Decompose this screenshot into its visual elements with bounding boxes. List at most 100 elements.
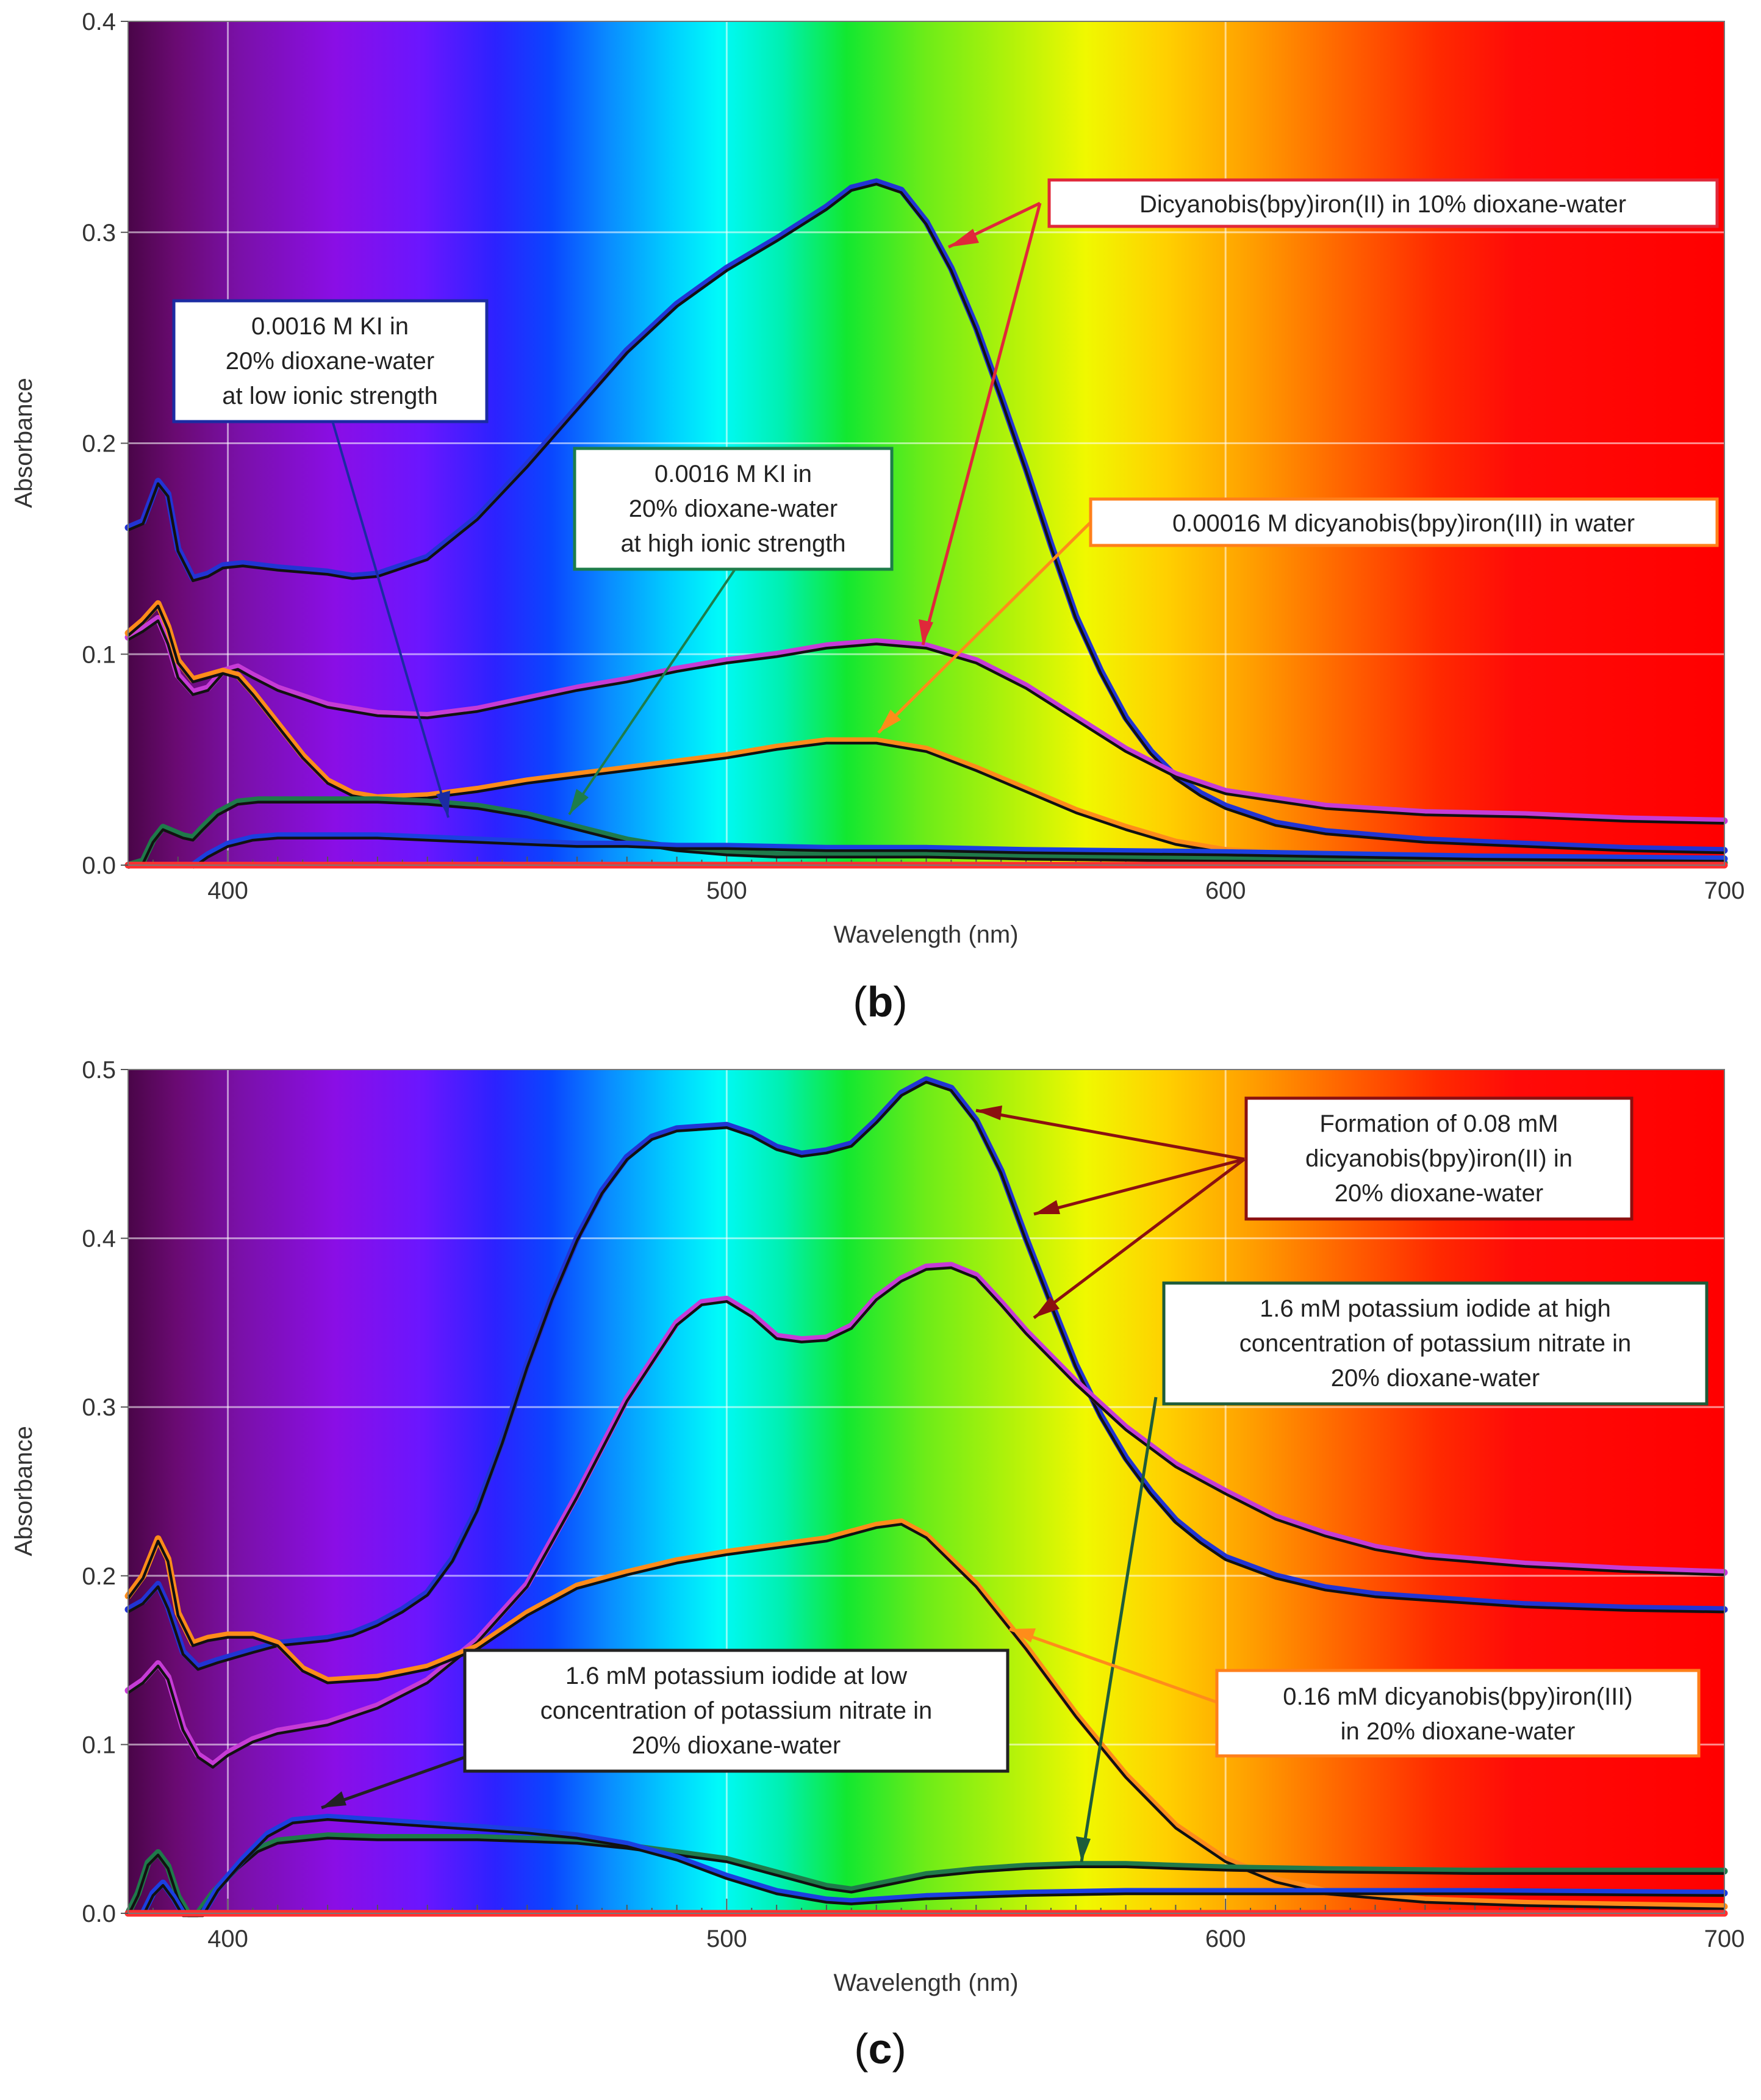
arrowhead-ki-high [569,789,589,814]
annotation-box [463,1649,1010,1773]
annotation-line: 0.16 mM dicyanobis(bpy)iron(III) [1283,1683,1633,1710]
series-line [124,796,1728,869]
annotation-line: concentration of potassium nitrate in [540,1697,933,1724]
annotation-line: 0.0016 M KI in [251,313,409,340]
annotation-fe3-20pct: 0.16 mM dicyanobis(bpy)iron(III) in 20% … [1215,1669,1701,1758]
series-line [124,600,1728,866]
series-2 [124,600,1728,867]
annotation-line: Formation of 0.08 mM [1319,1110,1558,1137]
x-tick-label: 700 [1704,1926,1745,1952]
annotation-text: Dicyanobis(bpy)iron(II) in 10% dioxane-w… [1139,191,1626,218]
x-tick-label: 500 [706,1926,747,1952]
axes: 400 500 600 700 0.0 0.1 0.2 0.3 0.4 0.5 [82,1057,1745,1952]
annotation-box [1244,1096,1634,1221]
series-line [189,832,1728,869]
annotation-fe3-water: 0.00016 M dicyanobis(bpy)iron(III) in wa… [1089,497,1719,547]
annotation-line: at high ionic strength [620,530,845,557]
annotation-ki-low-nitrate: 1.6 mM potassium iodide at low concentra… [463,1649,1010,1773]
series-1 [124,615,1728,825]
arrowhead-fe2-high [949,229,979,247]
svg-text:(b): (b) [853,978,907,1026]
panel-label-letter: b [867,978,894,1026]
arrow-fe2-formation-2 [1033,1157,1245,1216]
annotation-box [1215,1669,1701,1758]
annotation-text: 0.00016 M dicyanobis(bpy)iron(III) in wa… [1172,510,1635,537]
panel-label-letter: c [869,2025,892,2073]
arrowhead-fe2-formation-3 [1034,1296,1060,1318]
arrowhead-ki-low-nitrate [321,1791,346,1808]
x-tick-label: 500 [706,877,747,904]
arrow-fe2-formation-1 [975,1109,1245,1161]
series-line-overlay [127,182,1725,855]
y-axis-label: Absorbance [10,1426,37,1556]
series-0 [124,1076,1728,1671]
annotation-line: 20% dioxane-water [629,495,837,522]
series-line [124,1262,1728,1769]
series-line-overlay [127,619,1725,825]
x-axis-label: Wavelength (nm) [833,1969,1018,1996]
annotation-ki-low-ionic: 0.0016 M KI in 20% dioxane-water at low … [172,299,489,423]
y-tick-label: 0.2 [82,431,116,458]
annotation-line: 20% dioxane-water [1335,1180,1543,1207]
series-line [124,178,1728,854]
annotation-box [1162,1281,1709,1406]
y-tick-label: 0.3 [82,1394,116,1421]
series-3 [124,796,1728,869]
annotation-fe2-formation: Formation of 0.08 mM dicyanobis(bpy)iron… [1244,1096,1634,1221]
annotation-ki-high-ionic: 0.0016 M KI in 20% dioxane-water at high… [573,447,894,571]
annotation-line: in 20% dioxane-water [1341,1718,1576,1745]
svg-text:(c): (c) [854,2025,906,2073]
annotation-ki-high-nitrate: 1.6 mM potassium iodide at high concentr… [1162,1281,1709,1406]
series-line [124,1518,1728,1910]
x-tick-label: 600 [1205,877,1246,904]
x-tick-label: 700 [1704,877,1745,904]
series-0 [124,178,1728,855]
axes: 400 500 600 700 0.0 0.1 0.2 0.3 0.4 [82,9,1745,904]
annotation-arrows [321,1106,1246,1863]
y-tick-label: 0.3 [82,220,116,246]
series-line [124,615,1728,824]
grid [128,21,1724,865]
series-4 [189,832,1728,869]
y-tick-label: 0.1 [82,641,116,668]
panel-label: (b) [853,978,907,1026]
panel-b: 400 500 600 700 0.0 0.1 0.2 0.3 0.4 Wavelength (… [10,9,1745,1026]
arrowhead-fe3 [878,710,901,733]
y-tick-label: 0.2 [82,1563,116,1590]
series-line-overlay [127,1266,1725,1769]
panel-c: 400 500 600 700 0.0 0.1 0.2 0.3 0.4 0.5 Wavelengt… [10,1057,1745,2073]
arrowhead-fe2-low [919,619,933,645]
arrow-ki-high [568,568,736,816]
arrow-fe3-to-curve [877,522,1091,734]
series-line-overlay [127,800,1725,869]
arrowhead-ki-low [436,791,450,818]
series-2 [124,1518,1728,1911]
annotation-line: 1.6 mM potassium iodide at low [565,1663,907,1689]
y-tick-label: 0.4 [82,1226,116,1253]
series-line-overlay [127,1081,1725,1671]
annotation-line: concentration of potassium nitrate in [1239,1330,1632,1357]
arrow-fe2-formation-3 [1033,1158,1246,1319]
series-line-overlay [192,836,1725,869]
series-1 [124,1262,1728,1769]
annotation-line: 20% dioxane-water [632,1732,841,1759]
annotation-box [172,299,489,423]
x-tick-label: 600 [1205,1926,1246,1952]
annotation-line: 20% dioxane-water [1331,1365,1540,1392]
plot-frame [127,1069,1725,1914]
arrow-fe2-to-curve-low [921,203,1042,645]
y-tick-label: 0.1 [82,1731,116,1758]
annotation-box [573,447,894,571]
annotation-line: 1.6 mM potassium iodide at high [1260,1295,1611,1322]
y-tick-label: 0.0 [82,1900,116,1927]
annotation-arrows [331,201,1091,818]
y-tick-label: 0.4 [82,9,116,35]
y-tick-label: 0.0 [82,852,116,879]
arrow-ki-high-nitrate [1080,1397,1158,1863]
series-line-overlay [127,605,1725,867]
series-line [124,1076,1728,1670]
arrowhead-fe3-20pct [1010,1628,1036,1642]
annotation-box [1089,497,1719,547]
arrowhead-ki-high-nitrate [1076,1836,1091,1862]
